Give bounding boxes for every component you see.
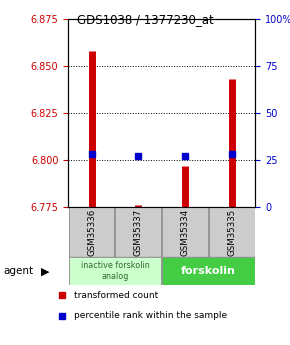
Text: inactive forskolin
analog: inactive forskolin analog [81, 262, 149, 281]
Text: forskolin: forskolin [181, 266, 236, 276]
Text: GDS1038 / 1377230_at: GDS1038 / 1377230_at [77, 13, 213, 26]
Text: GSM35336: GSM35336 [87, 208, 96, 256]
Text: transformed count: transformed count [74, 291, 158, 300]
Bar [69, 257, 161, 285]
Bar [69, 207, 115, 257]
Bar [209, 207, 255, 257]
Text: GSM35334: GSM35334 [181, 208, 190, 256]
Text: agent: agent [3, 266, 33, 276]
Bar [162, 207, 208, 257]
Bar [162, 257, 255, 285]
Text: GSM35335: GSM35335 [227, 208, 236, 256]
Text: ▶: ▶ [41, 266, 49, 276]
Text: percentile rank within the sample: percentile rank within the sample [74, 311, 227, 320]
Text: GSM35337: GSM35337 [134, 208, 143, 256]
Bar [115, 207, 161, 257]
